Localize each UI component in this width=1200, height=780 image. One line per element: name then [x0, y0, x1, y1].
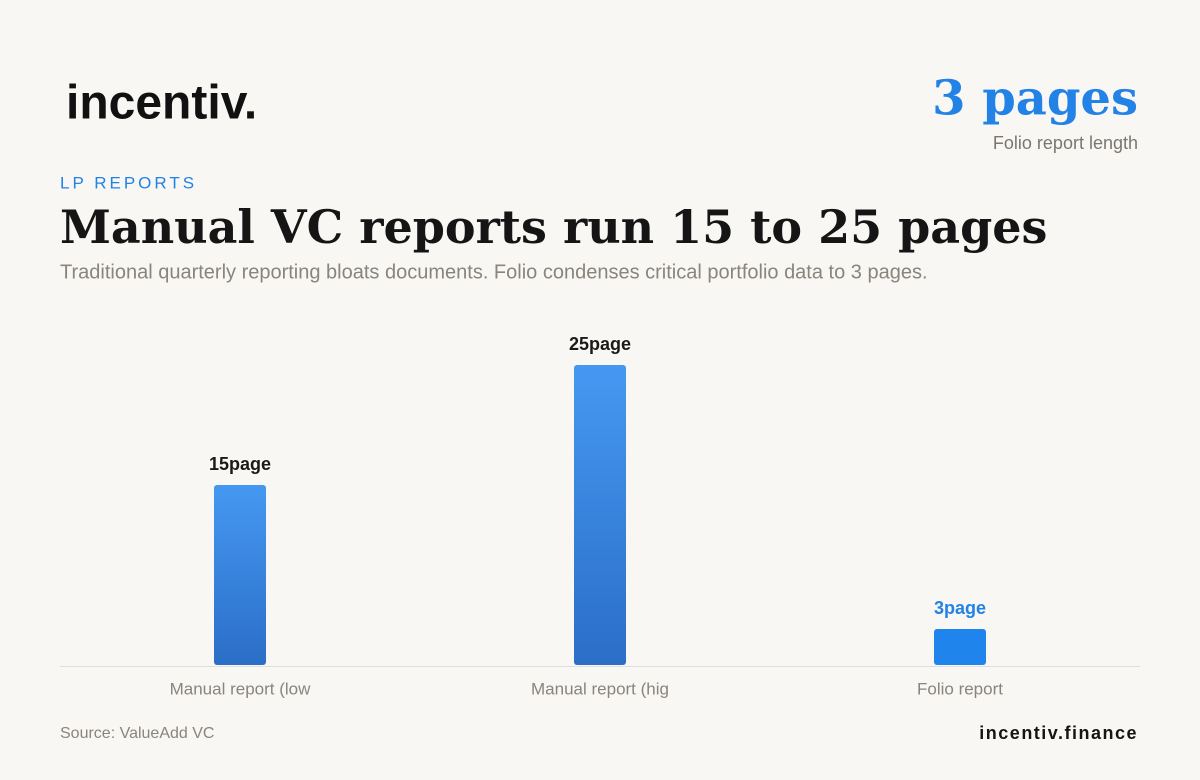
x-tick-label: Manual report (low	[170, 679, 312, 698]
kpi-caption: Folio report length	[993, 133, 1138, 153]
value-label: 3page	[934, 598, 986, 618]
bar	[934, 629, 986, 665]
eyebrow: LP REPORTS	[60, 173, 197, 192]
value-label: 15page	[209, 454, 271, 474]
x-tick-label: Manual report (hig	[531, 679, 669, 698]
site: incentiv.finance	[979, 723, 1138, 743]
value-label: 25page	[569, 334, 631, 354]
kpi-value: 3 pages	[932, 71, 1138, 127]
brand: incentiv.	[66, 77, 257, 130]
source: Source: ValueAdd VC	[60, 725, 214, 742]
chart-title: Manual VC reports run 15 to 25 pages	[60, 200, 1047, 254]
bar	[214, 485, 266, 665]
chart-subtitle: Traditional quarterly reporting bloats d…	[60, 261, 928, 283]
x-tick-label: Folio report	[917, 679, 1003, 698]
bar	[574, 365, 626, 665]
